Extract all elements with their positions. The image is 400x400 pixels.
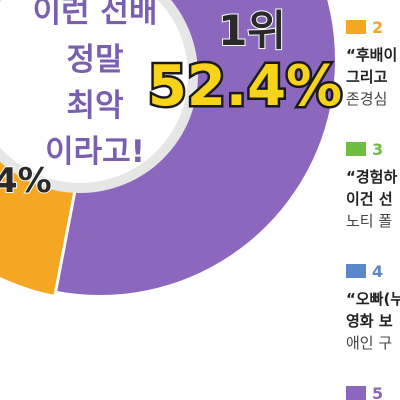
legend-text: “오빠(누: [346, 290, 400, 308]
rank-label: 1위: [218, 6, 286, 55]
legend-text: 노티 폴: [346, 212, 392, 230]
legend-text: 애인 구: [346, 334, 392, 352]
legend-text: 이건 선: [346, 190, 393, 208]
center-text: 최악: [66, 88, 123, 124]
legend-swatch: [346, 386, 366, 400]
legend-rank: 2: [372, 18, 383, 37]
legend-rank: 3: [372, 140, 383, 159]
legend-text: “경험하: [346, 168, 397, 186]
legend-text: 존경심: [346, 90, 387, 108]
top-value: 52.4%: [148, 54, 342, 119]
legend-rank: 5: [372, 384, 383, 400]
left-value: 4%: [0, 161, 52, 201]
center-text: 이라고!: [45, 134, 145, 170]
legend-text: “후배이: [346, 46, 397, 64]
legend-text: 영화 보: [346, 312, 393, 330]
legend-rank: 4: [372, 262, 383, 281]
legend-swatch: [346, 20, 366, 34]
legend-swatch: [346, 142, 366, 156]
center-text: 이런 선배: [33, 0, 158, 30]
donut: [0, 0, 335, 296]
legend-text: 그리고: [346, 68, 388, 86]
inner-circle: [0, 0, 188, 183]
legend-swatch: [346, 264, 366, 278]
center-text: 정말: [66, 42, 123, 78]
